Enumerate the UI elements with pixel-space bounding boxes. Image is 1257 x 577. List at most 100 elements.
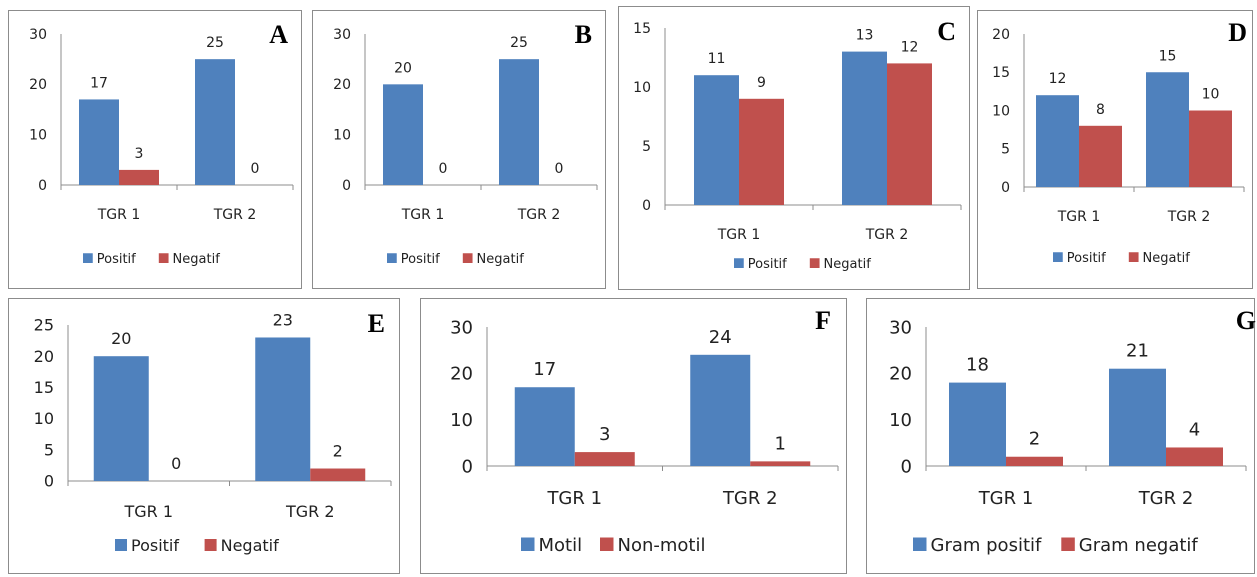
y-tick-label: 0	[462, 456, 473, 477]
bar	[499, 59, 539, 185]
data-label: 20	[394, 60, 412, 76]
data-label: 25	[510, 35, 528, 51]
x-tick-label: TGR 1	[978, 488, 1034, 509]
x-tick-label: TGR 1	[123, 502, 173, 521]
y-tick-label: 30	[333, 27, 351, 43]
chart-svg-b: 0 10 20 30 20 0 TGR 1 25 0 TGR 2 Positif Negatif B	[333, 20, 598, 267]
bar	[694, 75, 739, 205]
data-label: 0	[171, 454, 181, 473]
chart-panel-f: 0 10 20 30 17 3 TGR 1 24 1 TGR 2 Motil Non-motil F	[420, 298, 847, 574]
bar	[383, 84, 423, 185]
chart-svg-f: 0 10 20 30 17 3 TGR 1 24 1 TGR 2 Motil Non-motil F	[450, 306, 839, 556]
bar	[93, 356, 149, 481]
x-tick-label: TGR 2	[517, 207, 561, 223]
y-tick-label: 20	[450, 364, 473, 385]
x-tick-label: TGR 2	[1167, 209, 1211, 225]
bar	[750, 461, 811, 466]
bar	[255, 337, 311, 481]
data-label: 2	[1029, 429, 1040, 450]
y-tick-label: 20	[29, 77, 47, 93]
bar	[574, 452, 635, 466]
bar	[949, 382, 1006, 466]
x-tick-label: TGR 1	[1057, 209, 1101, 225]
legend-label: Negatif	[824, 257, 872, 272]
y-tick-label: 15	[633, 21, 651, 37]
data-label: 24	[709, 327, 732, 348]
panel-letter: G	[1236, 306, 1256, 335]
y-tick-label: 0	[38, 178, 47, 194]
y-tick-label: 0	[901, 456, 912, 477]
chart-svg-e: 0 5 10 15 20 25 20 0 TGR 1 23 2 TGR 2 Positif Negatif…	[34, 309, 392, 555]
data-label: 0	[555, 161, 564, 177]
chart-svg-a: 0 10 20 30 17 3 TGR 1 25 0 TGR 2 Positif Negatif A	[29, 20, 294, 267]
x-tick-label: TGR 1	[546, 488, 602, 509]
bar	[739, 98, 784, 205]
data-label: 10	[1202, 87, 1220, 103]
data-label: 2	[333, 442, 343, 461]
bar	[79, 99, 119, 185]
y-tick-label: 25	[34, 316, 54, 335]
chart-panel-e: 0 5 10 15 20 25 20 0 TGR 1 23 2 TGR 2 Positif Negatif…	[8, 298, 400, 574]
panel-letter: A	[269, 20, 288, 49]
y-tick-label: 30	[29, 27, 47, 43]
data-label: 4	[1189, 419, 1200, 440]
y-tick-label: 15	[34, 378, 54, 397]
data-label: 12	[901, 39, 919, 55]
y-tick-label: 20	[34, 347, 54, 366]
data-label: 21	[1126, 341, 1149, 362]
y-tick-label: 20	[992, 27, 1010, 43]
legend-swatch	[521, 537, 535, 551]
legend-swatch	[158, 253, 169, 263]
x-tick-label: TGR 2	[285, 502, 335, 521]
legend-label: Positif	[748, 257, 787, 272]
legend-swatch	[204, 539, 217, 551]
panel-letter: F	[815, 306, 831, 335]
x-tick-label: TGR 2	[213, 207, 257, 223]
bar	[1166, 447, 1223, 466]
panel-letter: E	[368, 309, 385, 338]
bar	[514, 387, 575, 466]
y-tick-label: 10	[889, 410, 912, 431]
bar	[195, 59, 235, 185]
chart-panel-a: 0 10 20 30 17 3 TGR 1 25 0 TGR 2 Positif Negatif A	[8, 10, 302, 289]
bar	[310, 468, 366, 481]
legend-label: Negatif	[1143, 251, 1191, 266]
legend-label: Non-motil	[618, 535, 706, 556]
bar	[887, 63, 932, 206]
chart-svg-c: 0 5 10 15 11 9 TGR 1 13 12 TGR 2 Positif Negatif C	[633, 17, 962, 272]
legend-swatch	[1061, 537, 1075, 551]
y-tick-label: 10	[450, 410, 473, 431]
bar	[119, 169, 159, 185]
y-tick-label: 10	[992, 103, 1010, 119]
legend-swatch	[809, 258, 820, 268]
y-tick-label: 0	[44, 472, 54, 491]
panel-letter: D	[1228, 18, 1247, 47]
legend-swatch	[1128, 252, 1139, 262]
data-label: 9	[757, 75, 766, 91]
bar	[1189, 110, 1232, 187]
chart-panel-b: 0 10 20 30 20 0 TGR 1 25 0 TGR 2 Positif Negatif B	[312, 10, 606, 289]
panel-letter: C	[937, 17, 956, 46]
chart-svg-g: 0 10 20 30 18 2 TGR 1 21 4 TGR 2 Gram positif Gram …	[889, 306, 1256, 556]
data-label: 12	[1049, 71, 1067, 87]
data-label: 0	[251, 161, 260, 177]
legend-label: Positif	[401, 252, 440, 267]
bar	[1006, 456, 1063, 466]
data-label: 1	[775, 433, 786, 454]
y-tick-label: 30	[450, 317, 473, 338]
data-label: 25	[206, 35, 224, 51]
x-tick-label: TGR 2	[865, 227, 909, 243]
data-label: 0	[439, 161, 448, 177]
bar	[1109, 368, 1166, 466]
data-label: 23	[273, 310, 293, 329]
bar	[1146, 72, 1189, 187]
legend-label: Negatif	[173, 252, 221, 267]
data-label: 20	[111, 329, 131, 348]
data-label: 8	[1096, 102, 1105, 118]
x-tick-label: TGR 2	[722, 488, 778, 509]
legend-label: Negatif	[221, 536, 279, 555]
x-tick-label: TGR 1	[401, 207, 445, 223]
data-label: 15	[1159, 48, 1177, 64]
y-tick-label: 5	[1001, 142, 1010, 158]
y-tick-label: 10	[29, 128, 47, 144]
